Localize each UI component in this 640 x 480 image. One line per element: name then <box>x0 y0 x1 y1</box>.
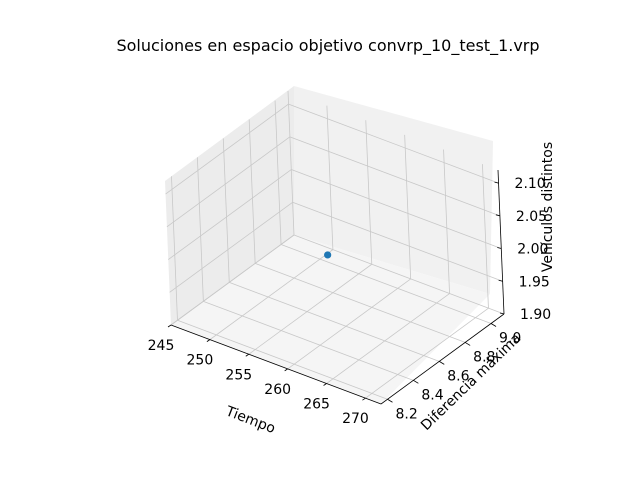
x-tick-mark <box>167 324 172 328</box>
z-grid-line <box>169 201 293 293</box>
x-grid-line <box>365 307 489 399</box>
x-grid-line <box>287 278 411 370</box>
x-grid-line <box>326 293 450 384</box>
y-tick-mark <box>490 323 497 327</box>
z-grid-line <box>170 234 295 326</box>
x-grid-line <box>287 90 295 236</box>
y-grid-line <box>203 300 414 381</box>
y-tick-label: 8.4 <box>421 387 443 403</box>
z-grid-line <box>165 103 289 195</box>
x-grid-line <box>443 149 450 294</box>
z-tick-label: 2.10 <box>515 176 546 192</box>
grid-lines <box>165 90 505 400</box>
axes <box>167 169 505 405</box>
z-grid-line <box>292 201 503 282</box>
pane-left <box>165 86 294 325</box>
pane-back <box>294 86 493 294</box>
y-grid-line <box>274 100 282 245</box>
x-tick-label: 250 <box>187 353 214 369</box>
x-axis-label: Tiempo <box>222 403 277 437</box>
y-tick-mark <box>439 361 445 365</box>
x-grid-line <box>404 134 412 279</box>
z-tick-label: 1.90 <box>520 307 551 323</box>
x-tick-label: 270 <box>342 411 369 427</box>
x-tick-mark <box>206 339 211 342</box>
z-grid-line <box>291 169 502 249</box>
x-axis-line <box>170 324 382 405</box>
z-grid-line <box>288 103 499 184</box>
y-tick-label: 8.8 <box>473 349 495 365</box>
x-tick-label: 260 <box>264 382 291 398</box>
z-tick-label: 2.05 <box>516 209 547 225</box>
tick-labels: 245 250 255 260 265 270 8.28.48.68.89.0 1.90 1.9… <box>148 176 552 427</box>
y-tick-label: 9.0 <box>499 330 521 346</box>
x-tick-label: 245 <box>148 338 175 354</box>
z-tick-label: 1.95 <box>519 274 550 290</box>
y-grid-line <box>222 138 230 283</box>
x-grid-line <box>209 249 334 340</box>
x-tick-label: 255 <box>225 367 252 383</box>
chart-title: Soluciones en espacio objetivo convrp_10… <box>116 36 539 56</box>
y-grid-line <box>248 119 256 264</box>
x-tick-mark <box>362 397 366 401</box>
z-tick-mark <box>497 247 502 249</box>
x-tick-mark <box>245 353 249 357</box>
z-axis-label: Vehículos distintos <box>540 142 556 272</box>
y-tick-mark <box>387 398 393 403</box>
x-tick-mark <box>284 368 288 372</box>
y-tick-label: 8.2 <box>395 406 417 422</box>
x-tick-mark <box>323 383 327 386</box>
data-point <box>324 251 332 259</box>
y-tick-label: 8.6 <box>447 368 469 384</box>
y-tick-mark <box>413 379 419 384</box>
x-grid-line <box>326 105 334 250</box>
z-grid-line <box>166 136 291 228</box>
x-grid-line <box>248 263 373 355</box>
x-tick-label: 265 <box>303 397 330 413</box>
z-tick-mark <box>498 279 503 282</box>
z-grid-line <box>168 169 292 260</box>
z-grid-line <box>289 136 501 217</box>
y-tick-mark <box>464 342 471 346</box>
z-axis-line <box>497 169 505 315</box>
x-grid-line <box>482 164 489 309</box>
y-axis-line <box>380 313 505 405</box>
data-points <box>324 251 332 259</box>
y-grid-line <box>171 176 178 321</box>
y-grid-line <box>255 263 466 343</box>
y-grid-line <box>196 157 204 302</box>
y-grid-line <box>177 319 388 400</box>
z-grid-line <box>293 234 505 315</box>
z-tick-label: 2.00 <box>517 242 548 258</box>
x-grid-line <box>365 120 373 265</box>
z-tick-mark <box>495 214 501 217</box>
z-tick-mark <box>494 181 499 184</box>
z-tick-mark <box>499 312 505 315</box>
y-grid-line <box>229 281 440 362</box>
y-grid-line <box>280 244 492 324</box>
